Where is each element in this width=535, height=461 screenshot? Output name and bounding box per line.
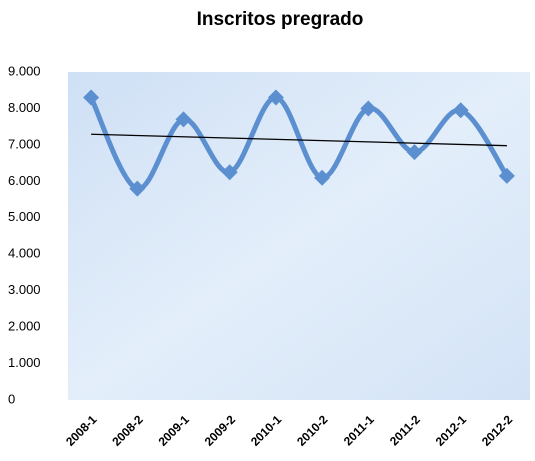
y-tick-label: 9.000 (8, 63, 41, 78)
marker (360, 100, 377, 117)
y-tick-label: 3.000 (8, 282, 41, 297)
marker (406, 144, 423, 161)
marker (452, 102, 469, 119)
marker (314, 169, 331, 186)
marker (221, 164, 238, 181)
plot-area (68, 72, 530, 400)
x-tick-label: 2010-2 (294, 412, 331, 449)
y-tick-label: 5.000 (8, 209, 41, 224)
marker (498, 167, 515, 184)
y-tick-label: 7.000 (8, 136, 41, 151)
y-tick-label: 0 (8, 391, 15, 406)
x-tick-label: 2009-2 (202, 412, 239, 449)
y-tick-label: 6.000 (8, 173, 41, 188)
trendline (91, 133, 507, 147)
marker (175, 111, 192, 128)
x-tick-label: 2012-2 (479, 412, 516, 449)
marker (129, 180, 146, 197)
x-tick-label: 2008-1 (63, 412, 100, 449)
marker (267, 89, 284, 106)
series-line (88, 95, 509, 192)
y-tick-label: 8.000 (8, 100, 41, 115)
x-tick-label: 2012-1 (433, 412, 470, 449)
chart-title: Inscritos pregrado (197, 9, 364, 30)
y-tick-label: 4.000 (8, 246, 41, 261)
x-tick-label: 2010-1 (248, 412, 285, 449)
y-tick-label: 2.000 (8, 319, 41, 334)
x-tick-label: 2011-2 (387, 412, 423, 448)
x-tick-label: 2008-2 (109, 412, 146, 449)
x-tick-label: 2011-1 (341, 412, 377, 448)
marker (83, 89, 100, 106)
y-tick-label: 1.000 (8, 355, 41, 370)
x-tick-label: 2009-1 (156, 412, 193, 449)
